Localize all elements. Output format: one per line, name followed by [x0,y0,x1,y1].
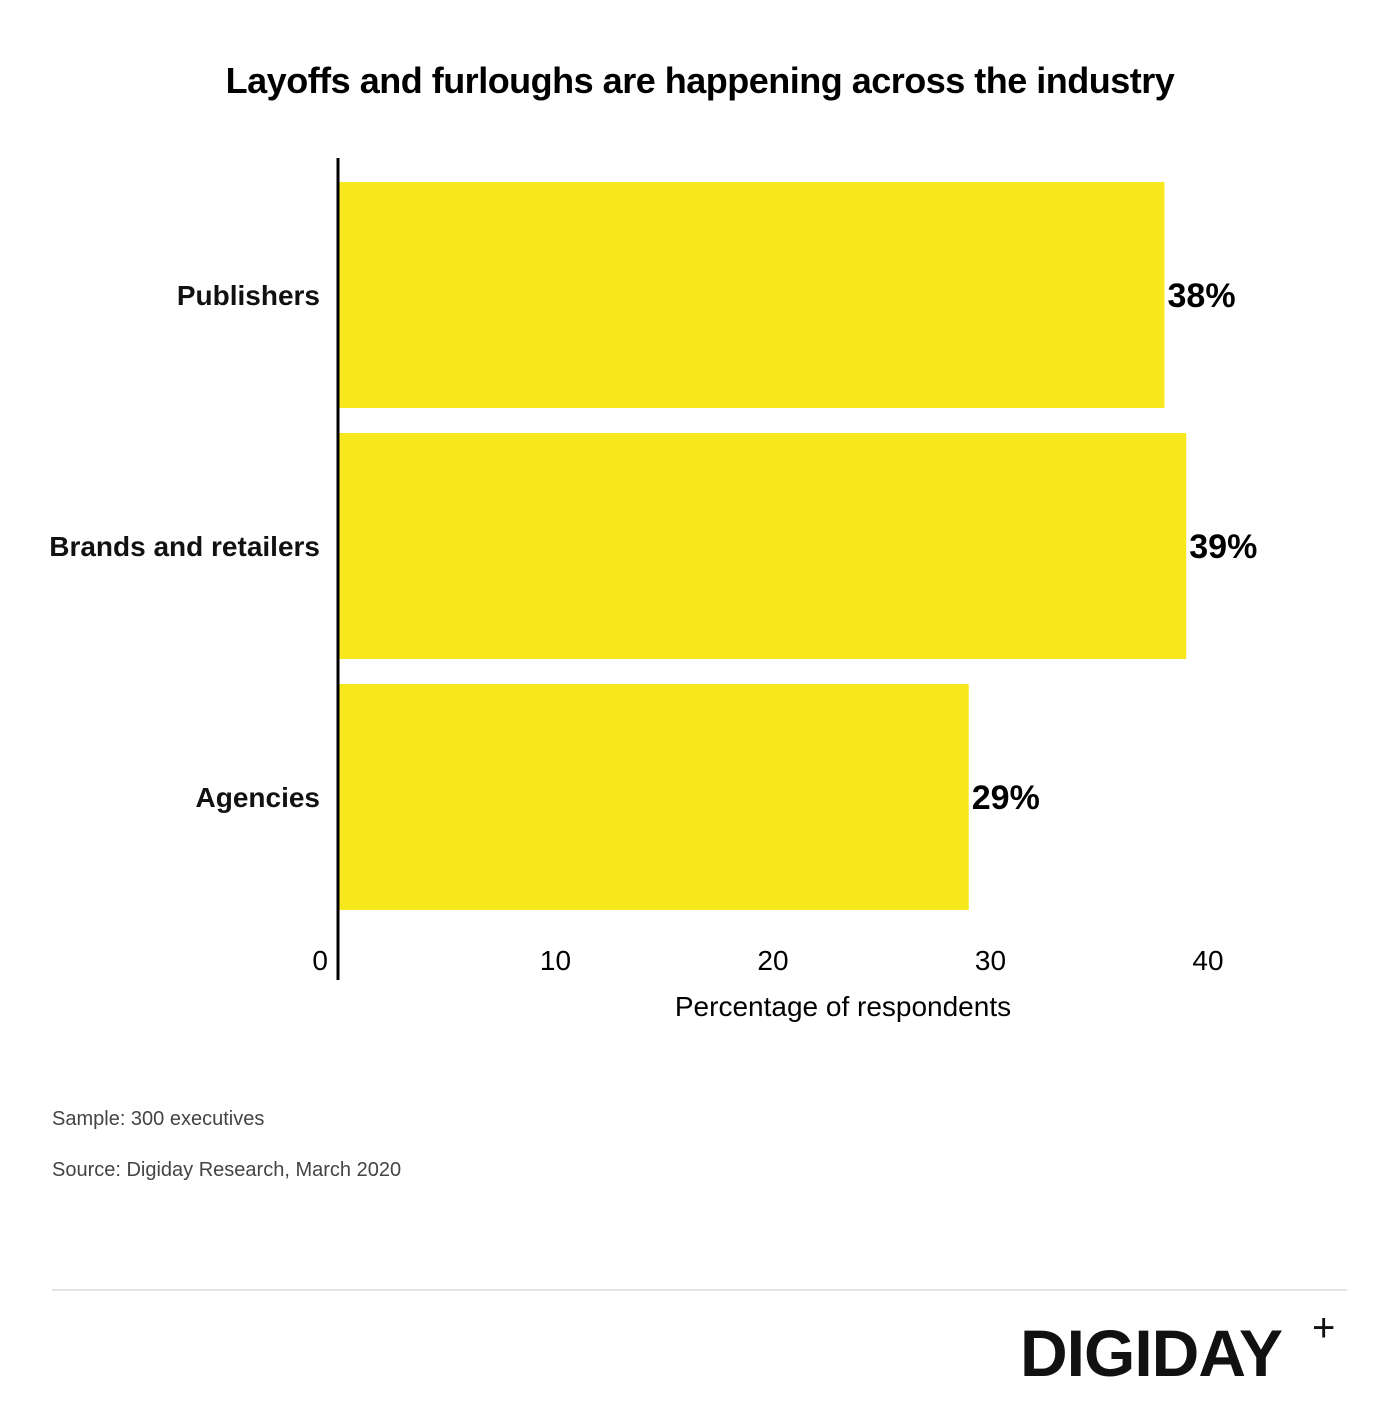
data-label-0: 38% [1168,277,1236,315]
brand-plus-icon: + [1312,1306,1336,1350]
x-tick-label-3: 30 [975,945,1006,976]
bar-chart: Publishers 38% Brands and retailers 39% Agen… [49,158,1257,1022]
x-axis-ticks: 0 10 20 30 40 [312,945,1223,976]
bars-layer [339,182,1187,910]
bar-0 [339,182,1165,408]
footer-divider [52,1289,1347,1291]
data-label-1: 39% [1189,528,1257,566]
data-label-2: 29% [972,779,1040,817]
x-tick-label-2: 20 [757,945,788,976]
category-label-1: Brands and retailers [49,531,320,562]
brand-wordmark: DIGIDAY [1020,1316,1283,1390]
chart-title: Layoffs and furloughs are happening acro… [225,60,1175,101]
x-tick-label-1: 10 [540,945,571,976]
bar-2 [339,684,969,910]
category-label-2: Agencies [196,782,321,813]
x-tick-label-4: 40 [1192,945,1223,976]
bar-1 [339,433,1187,659]
category-label-0: Publishers [177,280,320,311]
labels-layer: Publishers 38% Brands and retailers 39% Agen… [49,277,1257,817]
digiday-logo: DIGIDAY + [1020,1308,1350,1390]
x-tick-label-0: 0 [312,945,328,976]
x-axis-title: Percentage of respondents [675,991,1011,1022]
source-note: Source: Digiday Research, March 2020 [52,1159,402,1181]
sample-note: Sample: 300 executives [52,1108,265,1130]
